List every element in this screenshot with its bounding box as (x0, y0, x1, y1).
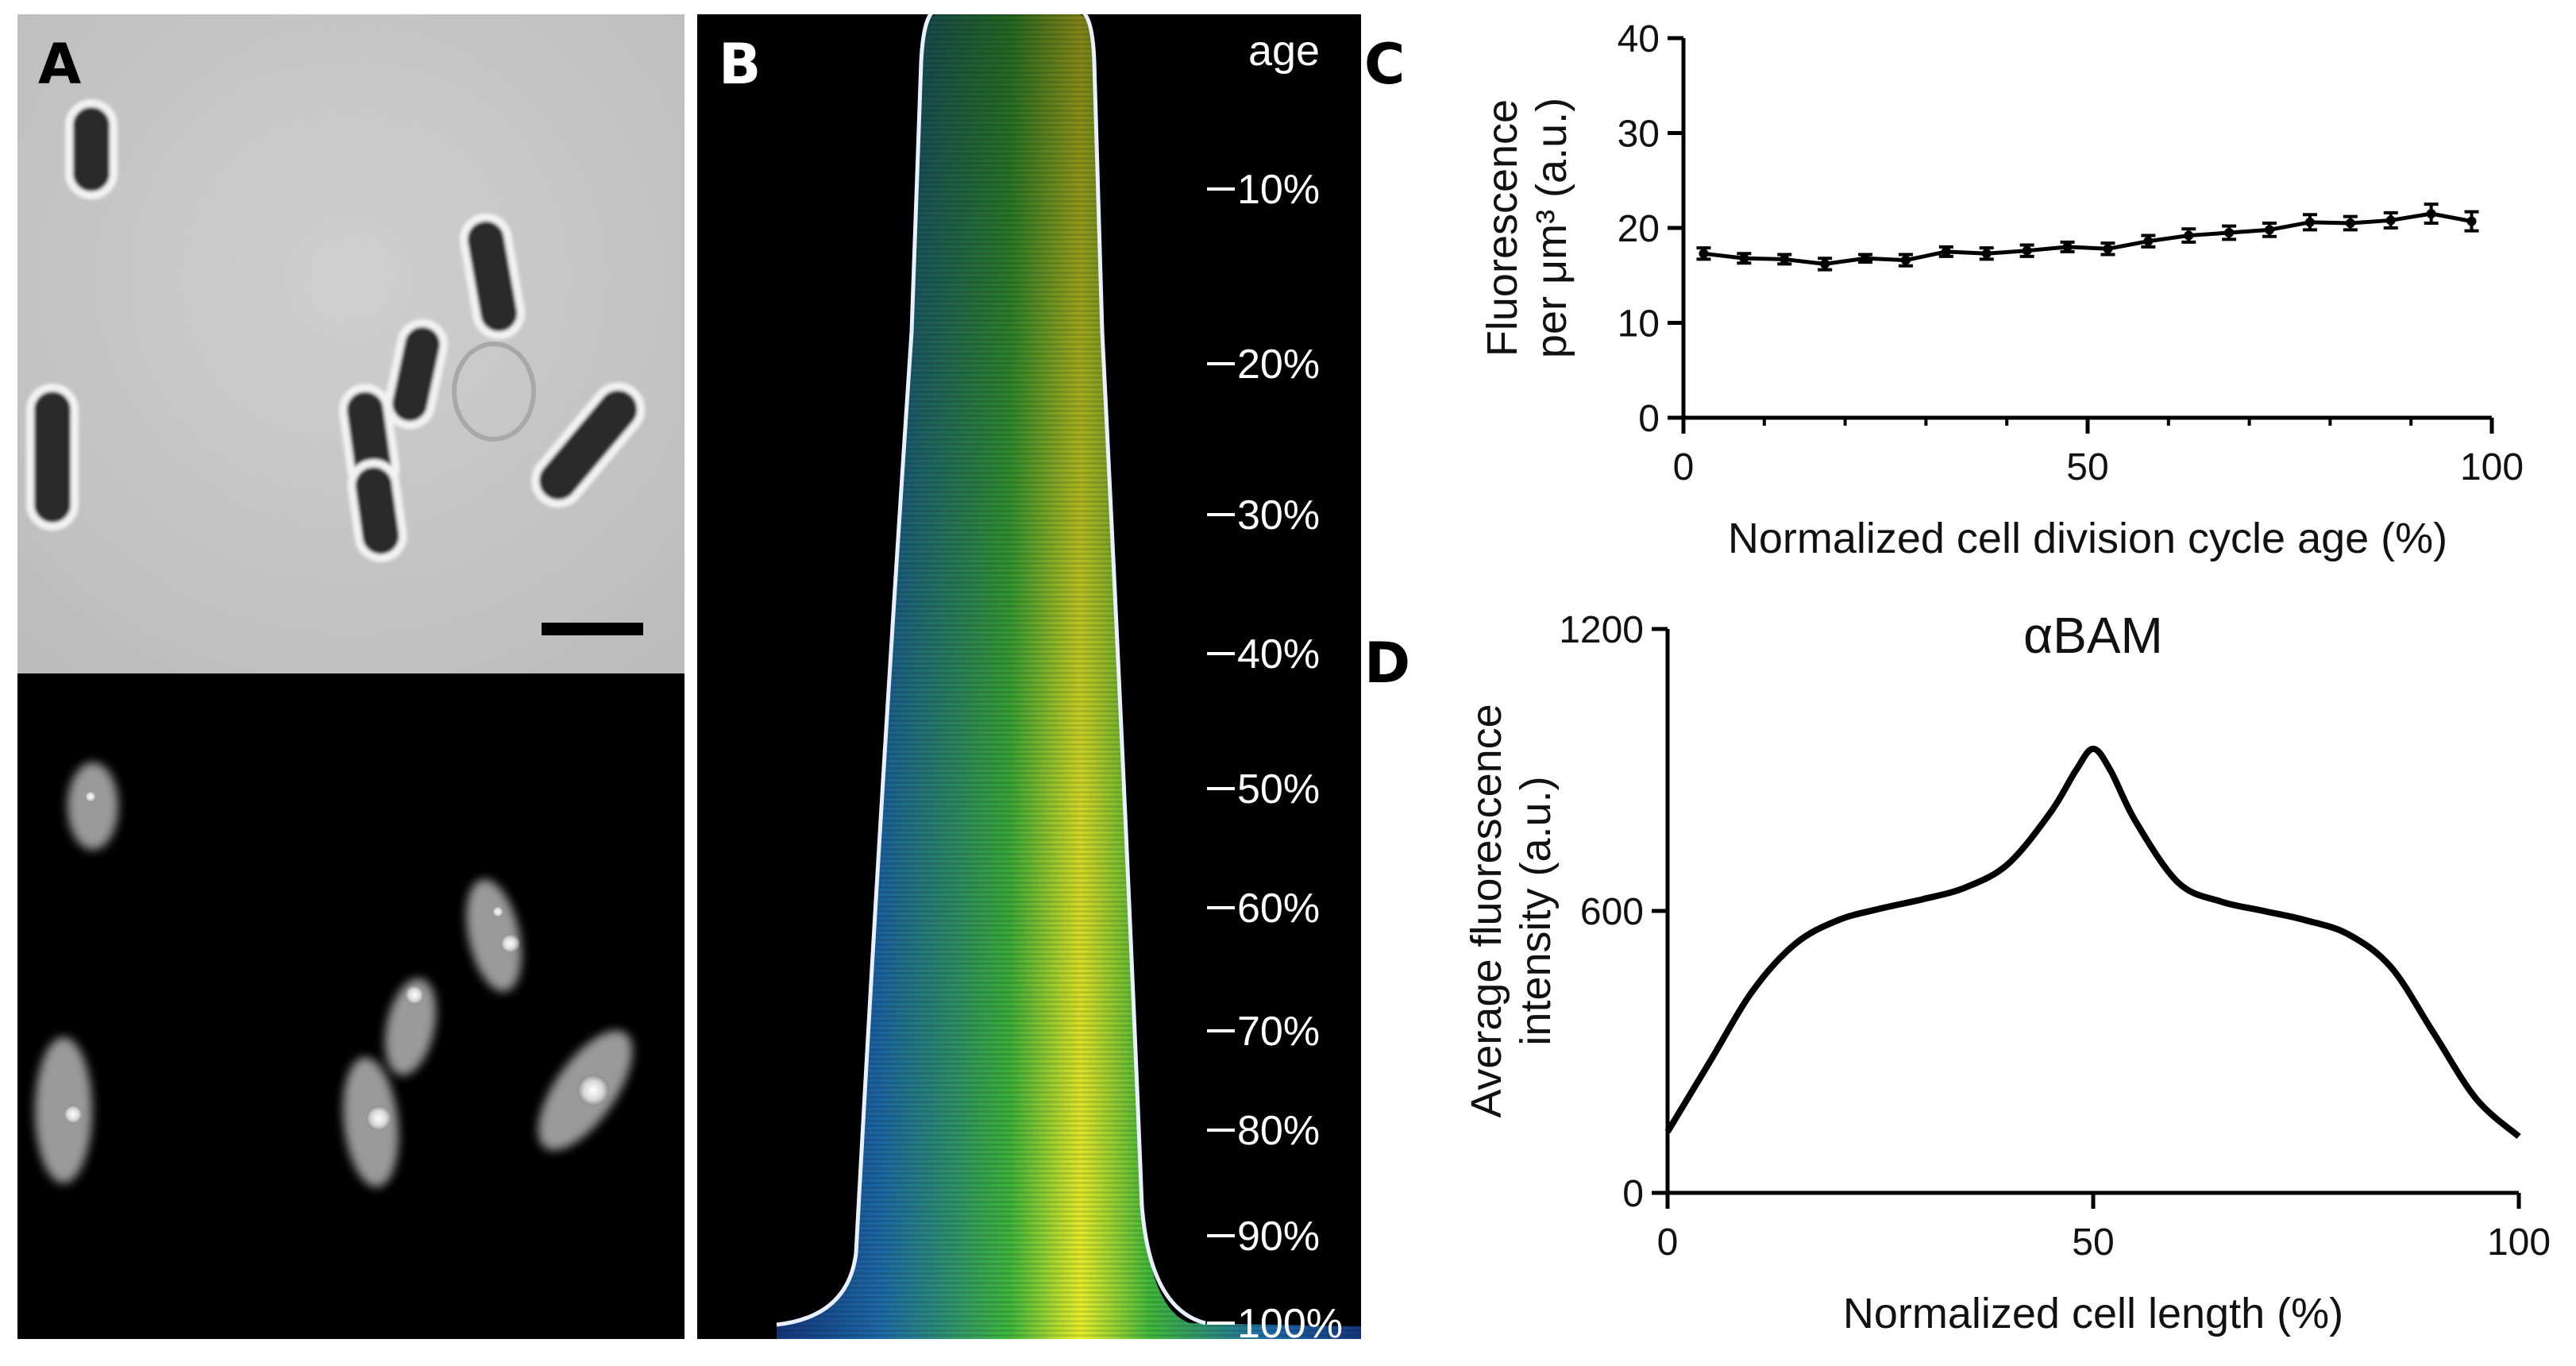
data-point (1861, 253, 1871, 264)
data-point (1820, 259, 1830, 269)
data-point (1739, 253, 1749, 264)
y-axis-label-line2: intensity (a.u.) (1512, 776, 1560, 1045)
panel-label-c: C (1364, 32, 1406, 97)
x-axis-label: Normalized cell length (%) (1843, 1290, 2343, 1337)
data-point (1699, 249, 1709, 259)
data-point (2385, 215, 2396, 226)
data-point (2184, 230, 2194, 241)
scale-bar (542, 623, 643, 635)
kymograph-image (776, 14, 1361, 1339)
phase-cells (26, 99, 646, 562)
panel-b-kymograph (697, 14, 1361, 1339)
y-tick-label: 10 (1618, 303, 1660, 345)
y-tick-label: 0 (1622, 1173, 1644, 1215)
data-point (2304, 217, 2315, 227)
data-point (2224, 227, 2235, 237)
data-point (2062, 241, 2073, 252)
series-line (1664, 745, 2521, 1140)
chart-title: αBAM (2023, 607, 2163, 664)
data-point (1780, 254, 1790, 264)
panel-label-d: D (1364, 631, 1411, 696)
x-tick-label: 50 (2072, 1221, 2114, 1264)
data-point (2022, 245, 2032, 256)
data-point (1900, 255, 1911, 265)
x-tick-label: 0 (1673, 446, 1695, 488)
y-tick-label: 30 (1618, 114, 1660, 156)
phase-contrast-image (17, 14, 684, 673)
y-axis-label-line1: Average fluorescence (1463, 704, 1510, 1117)
y-axis-label-line1: Fluorescence (1479, 99, 1526, 357)
data-point (2345, 218, 2355, 229)
y-tick-label: 20 (1618, 208, 1660, 250)
y-axis-label: Fluorescence per μm³ (a.u.) (1479, 98, 1575, 358)
x-tick-label: 100 (2487, 1221, 2551, 1264)
panel-a-image (17, 14, 684, 1339)
data-point (2143, 236, 2154, 246)
panel-label-a: A (38, 32, 82, 97)
x-tick-label: 100 (2460, 446, 2524, 488)
fluorescent-foci (64, 791, 609, 1131)
data-point (2265, 225, 2275, 235)
series-line (1703, 211, 2473, 266)
ghost-cell (452, 342, 536, 442)
data-point (2103, 244, 2113, 254)
panel-label-b: B (719, 32, 762, 97)
data-point (2426, 209, 2436, 219)
y-tick-label: 0 (1638, 398, 1660, 440)
x-axis-label: Normalized cell division cycle age (%) (1728, 515, 2447, 562)
y-tick-label: 1200 (1559, 609, 1644, 651)
panel-a-micrographs (17, 14, 684, 1339)
y-axis-label: Average fluorescence intensity (a.u.) (1463, 704, 1560, 1117)
y-tick-label: 40 (1618, 18, 1660, 60)
cell-outline (776, 14, 1206, 1327)
fluorescence-image (17, 673, 684, 1339)
x-tick-label: 0 (1657, 1221, 1679, 1264)
y-tick-label: 600 (1580, 891, 1644, 933)
data-point (1981, 249, 1992, 259)
data-point (2466, 216, 2477, 226)
y-axis-label-line2: per μm³ (a.u.) (1528, 98, 1575, 358)
data-point (1941, 246, 1951, 257)
x-tick-label: 50 (2066, 446, 2108, 488)
